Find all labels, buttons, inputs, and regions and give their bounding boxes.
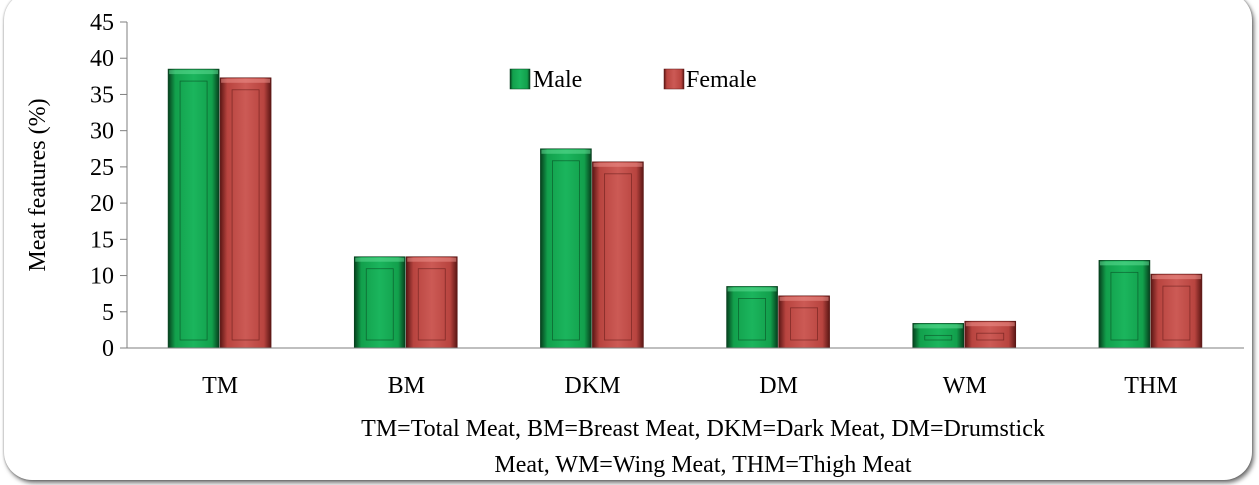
bar-female-tm: [219, 77, 272, 349]
y-tick-label: 30: [90, 119, 114, 145]
bar-female-dm: [778, 295, 830, 349]
x-tick-label: DM: [759, 373, 798, 399]
bar-male-bm: [353, 256, 406, 349]
legend-swatch-female: [663, 68, 685, 90]
bar-body: [726, 286, 778, 349]
bar-body: [219, 77, 272, 349]
bar-inner-bevel: [1162, 285, 1191, 341]
y-tick-label: 20: [90, 191, 114, 217]
y-axis-title: Meat features (%): [25, 98, 51, 271]
bar-female-wm: [964, 320, 1017, 349]
x-tick-label: THM: [1124, 373, 1177, 399]
x-axis: TM BM DKM DM WM THM: [202, 373, 1178, 399]
bar-male-dm: [726, 286, 778, 349]
bar-top-bevel: [913, 324, 963, 329]
bar-top-bevel: [1099, 261, 1149, 266]
bar-male-dkm: [540, 148, 592, 349]
x-tick-label: WM: [943, 373, 987, 399]
note-line-2: Meat, WM=Wing Meat, THM=Thigh Meat: [494, 452, 911, 478]
legend-item-female: Female: [663, 67, 757, 93]
bars: [167, 68, 1203, 349]
bar-inner-bevel: [790, 307, 818, 341]
note-line-1: TM=Total Meat, BM=Breast Meat, DKM=Dark …: [361, 416, 1045, 442]
y-tick-label: 10: [90, 264, 114, 290]
bar-top-bevel: [779, 296, 829, 301]
bar-top-bevel: [221, 78, 271, 83]
bar-body: [1098, 260, 1151, 349]
y-tick-label: 35: [90, 82, 114, 108]
bar-inner-bevel: [417, 268, 446, 341]
bar-inner-bevel: [738, 298, 766, 341]
bar-body: [353, 256, 406, 349]
bar-body: [592, 161, 644, 349]
bar-top-bevel: [1151, 275, 1201, 280]
bar-female-thm: [1150, 273, 1203, 349]
y-tick-label: 45: [90, 10, 114, 36]
bar-inner-bevel: [231, 89, 260, 341]
y-axis: 0 5 10 15 20 25 30 35 40 45: [90, 10, 127, 362]
bar-top-bevel: [355, 257, 405, 262]
bar-body: [167, 68, 220, 349]
bar-male-thm: [1098, 260, 1151, 349]
bar-top-bevel: [727, 287, 777, 292]
bar-body: [778, 295, 830, 349]
bar-male-tm: [167, 68, 220, 349]
bar-inner-bevel: [976, 332, 1005, 341]
bar-inner-bevel: [179, 80, 208, 341]
bar-male-wm: [912, 323, 965, 349]
bar-inner-bevel: [604, 173, 632, 341]
y-tick-label: 25: [90, 155, 114, 181]
legend-label-female: Female: [686, 67, 757, 93]
bar-top-bevel: [169, 70, 219, 75]
bar-female-bm: [405, 256, 458, 349]
bar-inner-bevel: [365, 268, 394, 341]
legend-swatch-male: [509, 68, 531, 90]
x-tick-label: DKM: [564, 373, 620, 399]
legend-label-male: Male: [533, 67, 582, 93]
bar-top-bevel: [965, 322, 1015, 327]
legend: Male Female: [509, 67, 757, 93]
bar-body: [1150, 273, 1203, 349]
abbreviation-note: TM=Total Meat, BM=Breast Meat, DKM=Dark …: [361, 416, 1045, 478]
y-tick-label: 40: [90, 46, 114, 72]
bar-body: [405, 256, 458, 349]
x-tick-label: TM: [202, 373, 238, 399]
y-axis-title-group: Meat features (%): [25, 98, 51, 271]
bar-top-bevel: [541, 149, 591, 154]
legend-item-male: Male: [509, 67, 582, 93]
bar-body: [540, 148, 592, 349]
y-tick-label: 0: [102, 336, 114, 362]
bar-top-bevel: [593, 162, 643, 167]
bar-female-dkm: [592, 161, 644, 349]
bar-inner-bevel: [1110, 271, 1139, 341]
y-tick-label: 15: [90, 227, 114, 253]
bar-inner-bevel: [552, 160, 580, 341]
x-tick-label: BM: [388, 373, 425, 399]
y-tick-label: 5: [102, 300, 114, 326]
bar-inner-bevel: [924, 334, 953, 341]
bar-top-bevel: [407, 257, 457, 262]
